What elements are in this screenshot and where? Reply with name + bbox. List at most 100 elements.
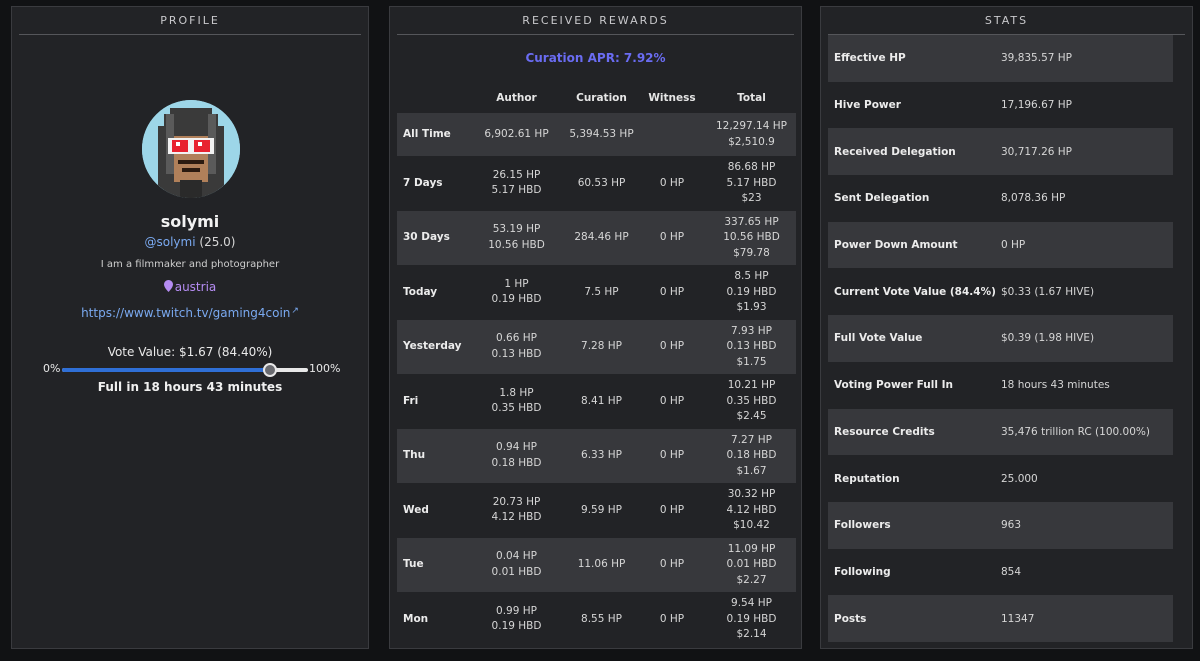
- cell-line: 7.27 HP: [731, 433, 772, 446]
- witness-cell: 0 HP: [659, 394, 685, 407]
- author-cell: 0.04 HP 0.01 HBD: [467, 537, 566, 592]
- cell-line: $1.75: [736, 355, 767, 368]
- author-cell: 0.66 HP 0.13 HBD: [467, 319, 566, 374]
- total-cell: 337.65 HP 10.56 HBD $79.78: [707, 210, 796, 265]
- author-cell: 20.73 HP 4.12 HBD: [467, 483, 566, 538]
- witness-cell: 0 HP: [659, 176, 685, 189]
- col-header-total: Total: [737, 92, 766, 104]
- stat-value: 18 hours 43 minutes: [1001, 379, 1110, 392]
- slider-max-label: 100%: [309, 362, 341, 375]
- curation-cell: 284.46 HP: [566, 210, 637, 265]
- total-cell: 8.5 HP 0.19 HBD $1.93: [707, 265, 796, 320]
- stat-label: Voting Power Full In: [834, 379, 953, 392]
- stat-row: Received Delegation 30,717.26 HP: [828, 128, 1173, 176]
- curation-apr: Curation APR: 7.92%: [525, 51, 666, 65]
- voting-power-full-in: Full in 18 hours 43 minutes: [97, 380, 283, 394]
- rewards-row: Tue 0.04 HP 0.01 HBD 11.06 HP 0 HP 11.09 HP 0.…: [397, 537, 796, 592]
- stat-row: Following 854: [828, 549, 1173, 596]
- cell-line: 0.35 HBD: [726, 394, 777, 407]
- cell-line: 0.01 HBD: [491, 565, 542, 578]
- cell-line: 0.66 HP: [496, 332, 537, 345]
- stat-value: 963: [1001, 519, 1022, 532]
- stat-row: Reputation 25.000: [828, 455, 1173, 502]
- cell-line: 0.01 HBD: [726, 558, 777, 570]
- rewards-row: Wed 20.73 HP 4.12 HBD 9.59 HP 0 HP 30.32 HP 4.…: [397, 483, 796, 538]
- col-header-period: [397, 83, 467, 113]
- cell-line: 9.54 HP: [731, 597, 772, 609]
- rewards-row: Yesterday 0.66 HP 0.13 HBD 7.28 HP 0 HP 7.93 …: [397, 319, 796, 374]
- row-label: All Time: [397, 113, 467, 156]
- slider-fill: [62, 368, 270, 372]
- curation-cell: 7.5 HP: [584, 285, 619, 298]
- cell-line: 53.19 HP: [492, 223, 541, 236]
- total-cell: 7.93 HP 0.13 HBD $1.75: [707, 319, 796, 374]
- website-link[interactable]: https://www.twitch.tv/gaming4coin: [81, 306, 291, 320]
- stat-label: Received Delegation: [834, 145, 956, 158]
- cell-line: 10.21 HP: [727, 379, 776, 391]
- cell-line: 0.99 HP: [496, 604, 537, 617]
- stat-row: Posts 11347: [828, 595, 1173, 642]
- witness-cell: [637, 113, 707, 156]
- curation-cell: 11.06 HP: [566, 537, 637, 592]
- profile-bio: I am a filmmaker and photographer: [100, 259, 280, 270]
- stat-label: Followers: [834, 519, 891, 532]
- row-label: Today: [403, 285, 438, 298]
- witness-cell: 0 HP: [637, 210, 707, 265]
- witness-cell: 0 HP: [637, 537, 707, 592]
- curation-cell: 8.41 HP: [581, 394, 622, 407]
- total-cell: 86.68 HP 5.17 HBD $23: [707, 156, 796, 211]
- stat-label: Full Vote Value: [834, 332, 923, 345]
- author-cell: 1.8 HP 0.35 HBD: [467, 374, 566, 429]
- stats-list: Effective HP 39,835.57 HP Hive Power 17,196…: [828, 35, 1173, 642]
- total-cell: 9.54 HP 0.19 HBD $2.14: [707, 592, 796, 647]
- total-cell: 11.09 HP 0.01 HBD $2.27: [707, 537, 796, 592]
- stat-value: 17,196.67 HP: [1001, 99, 1073, 112]
- row-label: Tue: [397, 537, 467, 592]
- avatar[interactable]: [142, 100, 240, 198]
- location: austria: [12, 280, 368, 294]
- curation-cell: 60.53 HP: [577, 176, 626, 189]
- cell-line: $2,510.9: [728, 135, 775, 148]
- stat-label: Power Down Amount: [834, 239, 958, 252]
- vote-weight-slider[interactable]: 0% 100%: [12, 360, 368, 380]
- total-cell: 30.32 HP 4.12 HBD $10.42: [707, 483, 796, 538]
- cell-line: 6,902.61 HP: [484, 127, 549, 140]
- row-label: Fri: [403, 394, 419, 407]
- handle-link[interactable]: @solymi: [144, 235, 196, 249]
- reputation-score: (25.0): [199, 235, 236, 249]
- witness-cell: 0 HP: [637, 319, 707, 374]
- external-link-icon: ↗: [291, 306, 299, 316]
- stat-label: Effective HP: [834, 52, 906, 65]
- avatar-pixel-art: [142, 100, 240, 198]
- cell-line: 10.56 HBD: [488, 238, 545, 251]
- cell-line: $10.42: [733, 519, 770, 531]
- stat-row: Power Down Amount 0 HP: [828, 221, 1173, 269]
- author-cell: 6,902.61 HP: [467, 113, 566, 156]
- website[interactable]: https://www.twitch.tv/gaming4coin↗: [12, 306, 368, 320]
- cell-line: 30.32 HP: [727, 488, 776, 500]
- slider-track[interactable]: [62, 363, 308, 377]
- slider-thumb[interactable]: [262, 363, 277, 377]
- stat-value: 854: [1001, 565, 1022, 578]
- rewards-panel: RECEIVED REWARDS Curation APR: 7.92% Aut…: [389, 6, 802, 649]
- cell-line: 0.04 HP: [496, 550, 537, 563]
- slider-min-label: 0%: [43, 362, 61, 375]
- stat-value: $0.33 (1.67 HIVE): [1001, 285, 1095, 298]
- stat-row: Followers 963: [828, 501, 1173, 549]
- username: solymi: [160, 212, 220, 231]
- col-header-author: Author: [496, 92, 537, 104]
- curation-cell: 5,394.53 HP: [566, 113, 637, 156]
- cell-line: $2.45: [736, 410, 767, 422]
- cell-line: 11.09 HP: [727, 542, 776, 555]
- cell-line: 0.19 HBD: [726, 612, 777, 625]
- stat-row: Hive Power 17,196.67 HP: [828, 82, 1173, 129]
- cell-line: 20.73 HP: [492, 495, 541, 508]
- cell-line: 1.8 HP: [499, 386, 534, 399]
- witness-cell: 0 HP: [659, 285, 685, 298]
- stat-value: 11347: [1001, 612, 1035, 625]
- stat-value: 35,476 trillion RC (100.00%): [1001, 425, 1150, 438]
- profile-panel: PROFILE solymi @solymi (25.0): [11, 6, 369, 649]
- rewards-row: 7 Days 26.15 HP 5.17 HBD 60.53 HP 0 HP 86.68 …: [397, 156, 796, 211]
- rewards-row: Mon 0.99 HP 0.19 HBD 8.55 HP 0 HP 9.54 HP 0.19…: [397, 592, 796, 647]
- author-cell: 0.99 HP 0.19 HBD: [467, 592, 566, 647]
